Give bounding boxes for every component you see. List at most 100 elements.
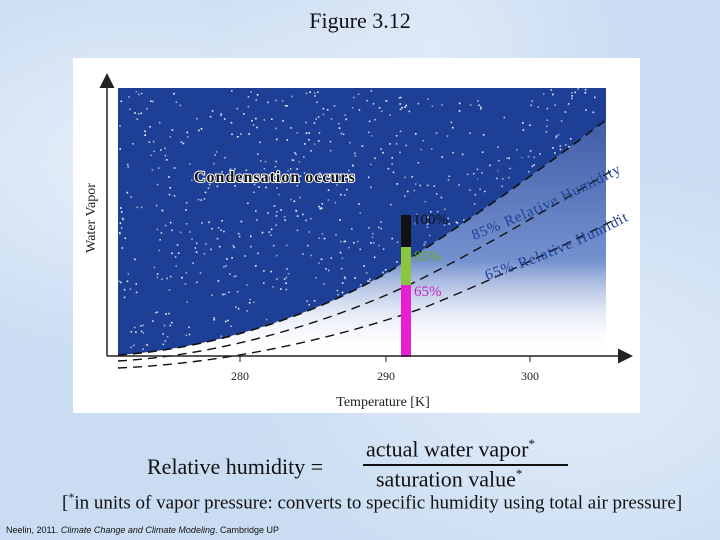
droplet-speckle bbox=[522, 122, 524, 124]
droplet-speckle bbox=[247, 105, 250, 108]
droplet-speckle bbox=[171, 229, 173, 232]
droplet-speckle bbox=[118, 280, 120, 283]
droplet-speckle bbox=[339, 219, 341, 221]
droplet-speckle bbox=[196, 242, 198, 245]
droplet-speckle bbox=[237, 232, 240, 235]
droplet-speckle bbox=[256, 126, 258, 129]
droplet-speckle bbox=[235, 275, 237, 277]
droplet-speckle bbox=[560, 120, 563, 122]
droplet-speckle bbox=[302, 253, 304, 255]
droplet-speckle bbox=[138, 113, 140, 115]
bar-segment-100 bbox=[401, 215, 411, 247]
x-tick-label-280: 280 bbox=[231, 369, 249, 383]
droplet-speckle bbox=[357, 93, 360, 95]
droplet-speckle bbox=[136, 118, 138, 121]
droplet-speckle bbox=[370, 242, 372, 244]
droplet-speckle bbox=[272, 286, 274, 288]
droplet-speckle bbox=[389, 114, 391, 116]
droplet-speckle bbox=[320, 207, 323, 209]
droplet-speckle bbox=[259, 160, 262, 162]
droplet-speckle bbox=[184, 283, 187, 285]
droplet-speckle bbox=[286, 105, 288, 107]
droplet-speckle bbox=[158, 121, 161, 124]
droplet-speckle bbox=[127, 166, 129, 168]
formula-denominator: saturation value* bbox=[376, 466, 523, 492]
droplet-speckle bbox=[571, 95, 573, 97]
droplet-speckle bbox=[516, 148, 518, 151]
droplet-speckle bbox=[605, 196, 606, 198]
relative-humidity-formula: Relative humidity = actual water vapor* … bbox=[0, 430, 720, 492]
droplet-speckle bbox=[365, 272, 368, 274]
droplet-speckle bbox=[552, 93, 554, 96]
condensation-region bbox=[118, 88, 606, 355]
droplet-speckle bbox=[354, 152, 356, 155]
droplet-speckle bbox=[144, 130, 146, 133]
droplet-speckle bbox=[208, 221, 210, 224]
droplet-speckle bbox=[210, 248, 212, 251]
droplet-speckle bbox=[564, 144, 567, 146]
droplet-speckle bbox=[417, 162, 420, 164]
droplet-speckle bbox=[287, 170, 289, 172]
droplet-speckle bbox=[404, 195, 406, 197]
droplet-speckle bbox=[276, 321, 278, 323]
droplet-speckle bbox=[315, 118, 317, 120]
droplet-speckle bbox=[559, 148, 562, 151]
droplet-speckle bbox=[570, 138, 572, 140]
droplet-speckle bbox=[341, 282, 344, 284]
droplet-speckle bbox=[473, 203, 476, 205]
droplet-speckle bbox=[211, 227, 213, 230]
droplet-speckle bbox=[261, 231, 264, 234]
droplet-speckle bbox=[420, 148, 422, 151]
droplet-speckle bbox=[285, 288, 288, 291]
droplet-speckle bbox=[452, 152, 454, 154]
droplet-speckle bbox=[344, 114, 346, 116]
droplet-speckle bbox=[230, 122, 233, 124]
droplet-speckle bbox=[446, 135, 449, 137]
droplet-speckle bbox=[220, 114, 222, 117]
droplet-speckle bbox=[346, 188, 348, 191]
droplet-speckle bbox=[344, 277, 346, 280]
droplet-speckle bbox=[374, 157, 376, 160]
droplet-speckle bbox=[479, 106, 482, 108]
droplet-speckle bbox=[497, 146, 499, 148]
droplet-speckle bbox=[176, 244, 179, 246]
droplet-speckle bbox=[452, 358, 454, 360]
droplet-speckle bbox=[256, 94, 259, 96]
droplet-speckle bbox=[557, 133, 560, 136]
droplet-speckle bbox=[120, 211, 123, 213]
droplet-speckle bbox=[476, 168, 479, 171]
droplet-speckle bbox=[235, 306, 237, 308]
droplet-speckle bbox=[118, 231, 121, 234]
droplet-speckle bbox=[123, 296, 126, 299]
x-axis-label: Temperature [K] bbox=[336, 395, 429, 410]
bar-segment-85 bbox=[401, 247, 411, 285]
droplet-speckle bbox=[231, 257, 233, 259]
subsaturated-region bbox=[118, 120, 606, 355]
droplet-speckle bbox=[299, 175, 302, 177]
droplet-speckle bbox=[369, 278, 371, 280]
droplet-speckle bbox=[236, 136, 239, 138]
droplet-speckle bbox=[317, 140, 320, 142]
droplet-speckle bbox=[313, 122, 316, 124]
droplet-speckle bbox=[305, 92, 308, 95]
droplet-speckle bbox=[250, 245, 252, 248]
droplet-speckle bbox=[321, 203, 324, 205]
droplet-speckle bbox=[291, 159, 294, 161]
droplet-speckle bbox=[354, 277, 356, 279]
droplet-speckle bbox=[263, 282, 265, 284]
droplet-speckle bbox=[263, 119, 266, 121]
formula-lhs: Relative humidity = bbox=[147, 454, 324, 479]
droplet-speckle bbox=[177, 252, 180, 254]
droplet-speckle bbox=[272, 244, 275, 247]
droplet-speckle bbox=[585, 109, 587, 111]
droplet-speckle bbox=[211, 294, 213, 297]
droplet-speckle bbox=[244, 255, 246, 257]
droplet-speckle bbox=[128, 96, 130, 98]
droplet-speckle bbox=[270, 228, 273, 231]
droplet-speckle bbox=[159, 239, 161, 241]
droplet-speckle bbox=[472, 172, 475, 175]
droplet-speckle bbox=[217, 227, 220, 229]
droplet-speckle bbox=[361, 145, 364, 147]
droplet-speckle bbox=[120, 281, 122, 284]
droplet-speckle bbox=[546, 125, 548, 128]
